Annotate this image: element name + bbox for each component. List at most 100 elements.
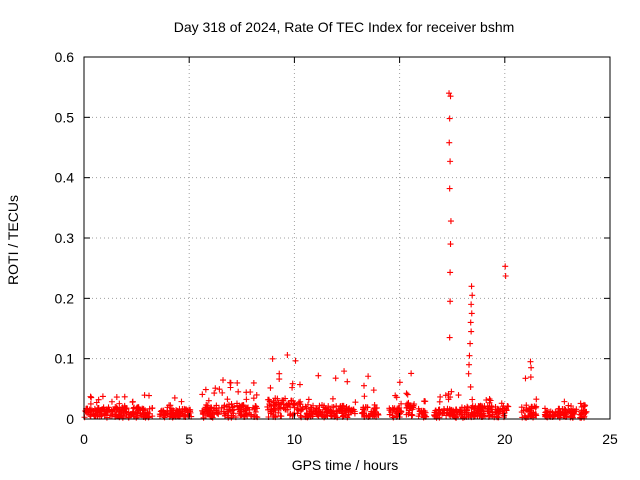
data-point <box>505 403 512 410</box>
data-point <box>578 407 585 414</box>
data-point <box>87 412 94 419</box>
chart-title: Day 318 of 2024, Rate Of TEC Index for r… <box>174 19 515 35</box>
x-tick-label: 5 <box>185 431 193 447</box>
y-axis-label: ROTI / TECUs <box>5 195 21 285</box>
data-point <box>447 241 454 248</box>
data-point <box>129 398 136 405</box>
data-point <box>205 404 212 411</box>
data-point <box>202 412 209 419</box>
data-point <box>329 404 336 411</box>
data-point <box>212 385 219 392</box>
data-point <box>253 391 260 398</box>
data-point <box>396 379 403 386</box>
data-point <box>167 402 174 409</box>
data-point <box>352 399 359 406</box>
data-point <box>455 392 462 399</box>
x-axis-label: GPS time / hours <box>292 457 399 473</box>
data-point <box>466 352 473 359</box>
data-point <box>502 263 509 270</box>
data-point <box>87 400 94 407</box>
data-point <box>389 405 396 412</box>
data-point <box>250 395 257 402</box>
axis-ticks <box>83 56 611 420</box>
y-tick-label: 0.4 <box>55 170 75 186</box>
data-point <box>139 406 146 413</box>
data-points <box>81 90 590 421</box>
data-point <box>250 379 257 386</box>
data-point <box>186 406 193 413</box>
data-point <box>360 382 367 389</box>
data-point <box>122 408 129 415</box>
data-point <box>482 413 489 420</box>
data-point <box>254 405 261 412</box>
data-point <box>395 405 402 412</box>
data-point <box>325 408 332 415</box>
data-point <box>562 406 569 413</box>
y-tick-label: 0 <box>66 411 74 427</box>
data-point <box>278 413 285 420</box>
data-point <box>97 411 104 418</box>
data-point <box>528 364 535 371</box>
data-point <box>398 400 405 407</box>
data-point <box>468 310 475 317</box>
data-point <box>111 408 118 415</box>
data-point <box>207 411 214 418</box>
data-point <box>528 403 535 410</box>
data-point <box>582 410 589 417</box>
data-point <box>520 407 527 414</box>
data-point <box>329 395 336 402</box>
data-point <box>561 405 568 412</box>
data-point <box>87 406 94 413</box>
data-point <box>272 407 279 414</box>
data-point <box>325 403 332 410</box>
data-point <box>329 410 336 417</box>
data-point <box>568 403 575 410</box>
data-point <box>502 273 509 280</box>
data-point <box>171 394 178 401</box>
y-tick-label: 0.3 <box>55 230 75 246</box>
data-point <box>276 370 283 377</box>
data-point <box>468 283 475 290</box>
data-point <box>138 412 145 419</box>
data-point <box>238 403 245 410</box>
data-point <box>364 404 371 411</box>
data-point <box>296 381 303 388</box>
data-point <box>117 406 124 413</box>
data-point <box>419 410 426 417</box>
data-point <box>346 411 353 418</box>
data-point <box>272 413 279 420</box>
data-point <box>443 412 450 419</box>
data-point <box>336 407 343 414</box>
data-point <box>230 410 237 417</box>
data-point <box>295 407 302 414</box>
data-point <box>316 408 323 415</box>
data-point <box>202 386 209 393</box>
data-point <box>237 412 244 419</box>
y-tick-label: 0.6 <box>55 49 75 65</box>
data-point <box>89 407 96 414</box>
data-point <box>269 355 276 362</box>
data-point <box>108 398 115 405</box>
data-point <box>476 403 483 410</box>
data-point <box>573 408 580 415</box>
data-point <box>478 407 485 414</box>
data-point <box>447 218 454 225</box>
data-point <box>160 412 167 419</box>
data-point <box>100 406 107 413</box>
x-tick-label: 10 <box>287 431 303 447</box>
data-point <box>289 384 296 391</box>
data-point <box>220 377 227 384</box>
data-point <box>270 403 277 410</box>
data-point <box>181 405 188 412</box>
data-point <box>465 370 472 377</box>
data-point <box>421 398 428 405</box>
data-point <box>533 396 540 403</box>
data-point <box>245 404 252 411</box>
data-point <box>447 158 454 165</box>
data-point <box>433 414 440 421</box>
data-point <box>211 390 218 397</box>
data-point <box>450 411 457 418</box>
data-point <box>458 404 465 411</box>
data-point <box>408 370 415 377</box>
